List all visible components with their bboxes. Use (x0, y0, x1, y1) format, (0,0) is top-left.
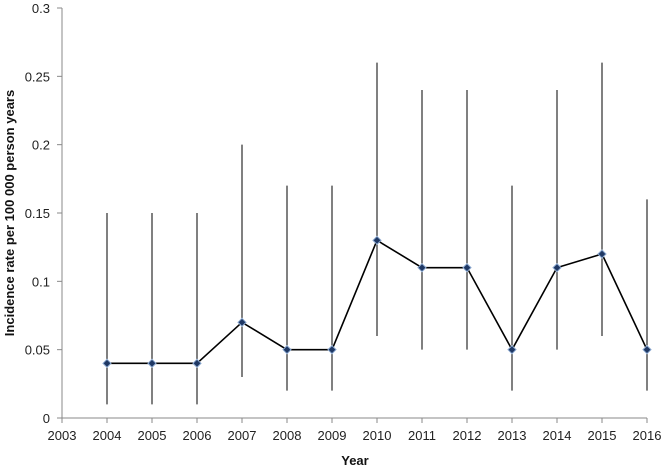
data-point (597, 249, 607, 259)
data-point (327, 344, 337, 355)
y-axis-title: Incidence rate per 100 000 person years (2, 90, 17, 336)
data-point (372, 235, 382, 246)
y-tick-label: 0.1 (32, 274, 50, 289)
x-tick-label: 2015 (588, 428, 617, 443)
x-tick-label: 2014 (543, 428, 572, 443)
data-point (192, 358, 202, 369)
data-point (102, 358, 112, 369)
data-point (147, 358, 157, 369)
x-tick-label: 2003 (48, 428, 77, 443)
x-tick-labels: 2003 2004 2005 2006 2007 2008 2009 2010 2011 2012… (48, 428, 662, 443)
data-point (552, 262, 562, 273)
y-tick-label: 0.05 (25, 343, 50, 358)
y-tick-label: 0.25 (25, 69, 50, 84)
x-tick-label: 2012 (453, 428, 482, 443)
error-bars (106, 62, 648, 405)
data-markers (102, 235, 652, 369)
y-tick-label: 0.15 (25, 206, 50, 221)
y-tick-label: 0.3 (32, 1, 50, 16)
data-point (507, 344, 517, 355)
x-tick-label: 2004 (93, 428, 122, 443)
y-tick-label: 0.2 (32, 138, 50, 153)
x-tick-label: 2007 (228, 428, 257, 443)
x-tick-label: 2006 (183, 428, 212, 443)
x-tick-label: 2008 (273, 428, 302, 443)
x-tick-label: 2013 (498, 428, 527, 443)
data-point (642, 344, 652, 355)
y-tick-label: 0 (43, 411, 50, 426)
data-point (237, 317, 247, 328)
y-tick-labels: 0 0.05 0.1 0.15 0.2 0.25 0.3 (25, 1, 50, 426)
x-axis-title: Year (341, 453, 368, 468)
data-point (417, 262, 427, 273)
x-tick-label: 2005 (138, 428, 167, 443)
x-tick-label: 2016 (633, 428, 662, 443)
x-tick-label: 2011 (408, 428, 436, 443)
x-tick-label: 2010 (363, 428, 392, 443)
x-tick-label: 2009 (318, 428, 347, 443)
data-point (462, 262, 472, 273)
data-point (282, 344, 292, 355)
axes (57, 7, 648, 423)
